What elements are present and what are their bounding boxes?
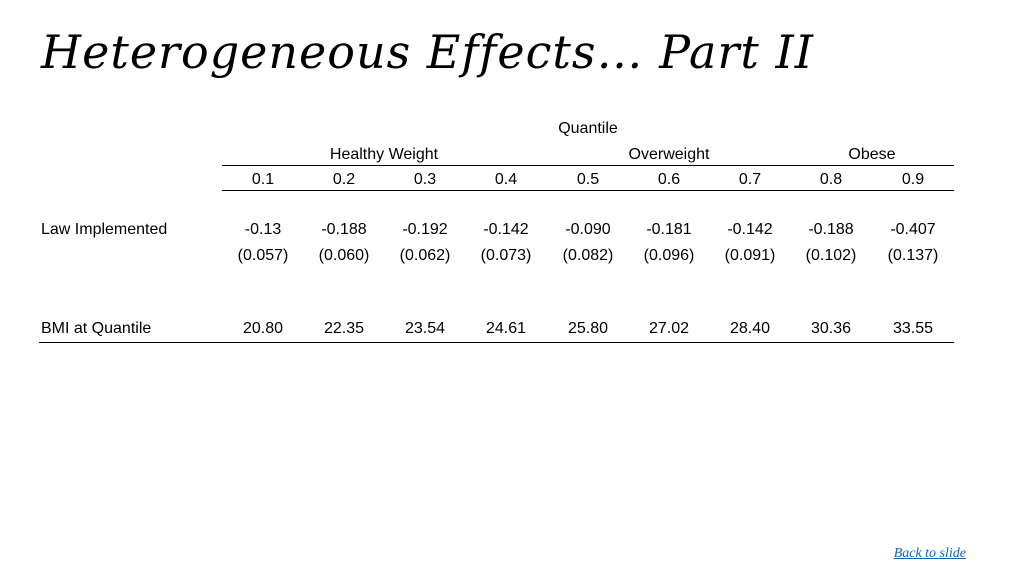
bmi-cell: 25.80 [567,320,609,337]
bmi-cell: 20.80 [242,320,284,337]
quantile-header: 0.7 [738,171,762,188]
estimate-cell: -0.407 [890,221,936,238]
estimate-cell: -0.13 [244,221,282,238]
quantile-header: 0.6 [657,171,681,188]
row-label-law-implemented: Law Implemented [41,221,168,238]
std-error-cell: (0.082) [562,247,614,264]
quantile-header: 0.8 [819,171,843,188]
table-bottom-rule [39,342,954,343]
quantile-header: 0.2 [332,171,356,188]
std-error-cell: (0.137) [887,247,939,264]
estimate-cell: -0.142 [483,221,529,238]
bmi-cell: 23.54 [404,320,446,337]
std-error-cell: (0.062) [399,247,451,264]
bmi-cell: 24.61 [485,320,527,337]
quantile-header: 0.3 [413,171,437,188]
back-to-slide-link[interactable]: Back to slide [893,546,966,561]
row-label-bmi-at-quantile: BMI at Quantile [41,320,152,337]
estimate-cell: -0.181 [646,221,692,238]
slide-title: Heterogeneous Effects… Part II [41,25,814,79]
estimate-cell: -0.188 [808,221,854,238]
estimate-cell: -0.090 [565,221,611,238]
quantile-header: 0.5 [576,171,600,188]
std-error-cell: (0.102) [805,247,857,264]
std-error-cell: (0.091) [724,247,776,264]
std-error-cell: (0.060) [318,247,370,264]
quantile-header: 0.4 [494,171,518,188]
group-header-overweight: Overweight [628,146,710,163]
std-error-cell: (0.096) [643,247,695,264]
header-rule-top [222,165,954,166]
group-header-obese: Obese [848,146,896,163]
bmi-cell: 28.40 [729,320,771,337]
quantile-header: 0.1 [251,171,275,188]
bmi-cell: 22.35 [323,320,365,337]
estimate-cell: -0.142 [727,221,773,238]
bmi-cell: 33.55 [892,320,934,337]
estimate-cell: -0.188 [321,221,367,238]
bmi-cell: 30.36 [810,320,852,337]
header-rule-bottom [222,190,954,191]
std-error-cell: (0.057) [237,247,289,264]
quantile-header: 0.9 [901,171,925,188]
estimate-cell: -0.192 [402,221,448,238]
std-error-cell: (0.073) [480,247,532,264]
bmi-cell: 27.02 [648,320,690,337]
quantile-super-header: Quantile [558,120,618,137]
group-header-healthy-weight: Healthy Weight [329,146,439,163]
